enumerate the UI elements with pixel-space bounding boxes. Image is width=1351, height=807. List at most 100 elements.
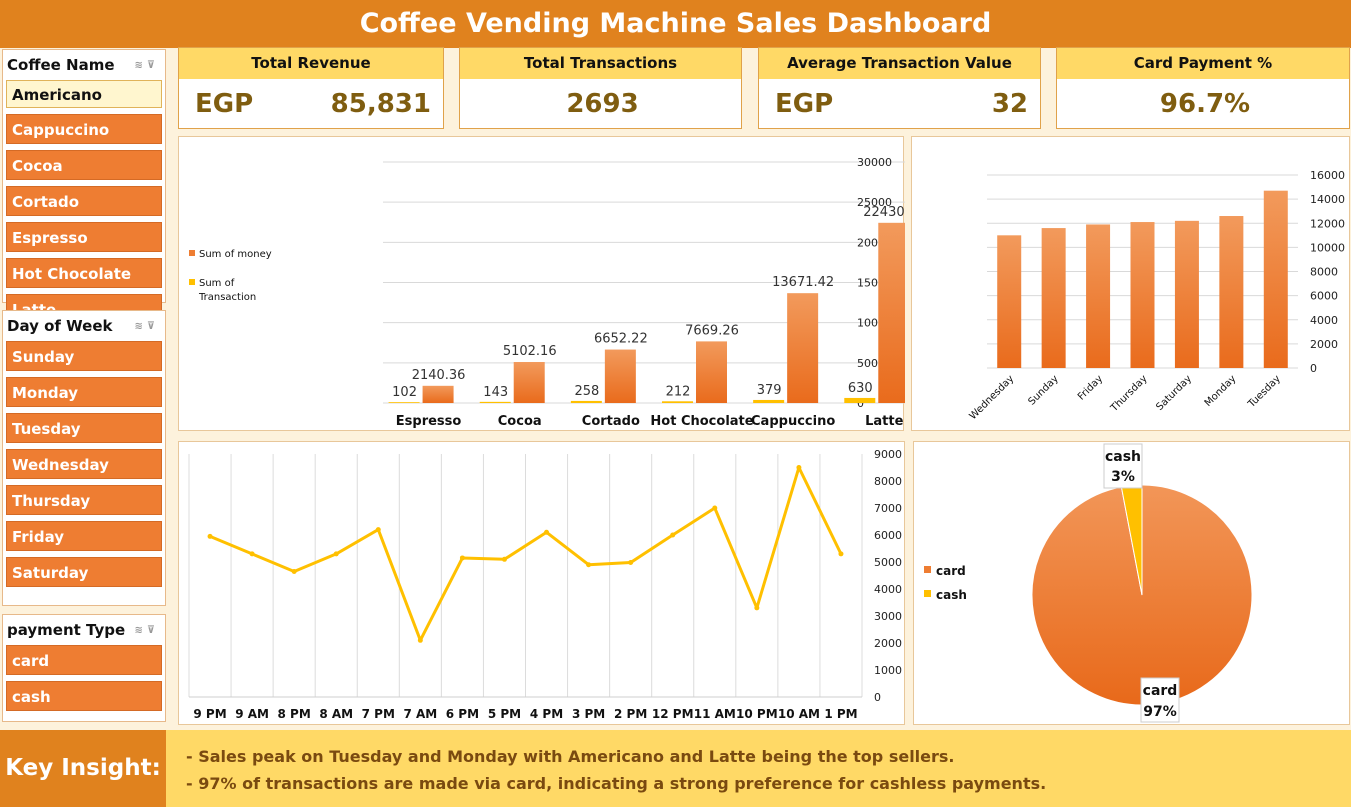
legend-label-card: card: [936, 564, 966, 578]
pie-label-card-pct: 97%: [1143, 704, 1177, 720]
slicer-item-wednesday[interactable]: Wednesday: [6, 449, 162, 479]
data-point: [249, 551, 255, 557]
x-tick-label: 8 AM: [319, 707, 353, 721]
bar-money: [513, 362, 545, 403]
slicer-item-cocoa[interactable]: Cocoa: [6, 150, 162, 180]
kpi-title: Total Revenue: [179, 48, 443, 79]
y-tick-label: 4000: [874, 583, 902, 596]
kpi-title: Average Transaction Value: [759, 48, 1040, 79]
x-tick-label: 9 PM: [193, 707, 226, 721]
day-bar-chart: 0 2000 4000 6000 8000 10000 12000 14000 16000 Wed…: [968, 169, 1345, 422]
slicer-item-espresso[interactable]: Espresso: [6, 222, 162, 252]
clear-filter-icon[interactable]: ≋⊽: [134, 59, 159, 71]
x-tick-label: Friday: [1076, 373, 1105, 402]
x-tick-label: 2 PM: [614, 707, 647, 721]
data-point: [586, 562, 592, 568]
x-tick-label: Espresso: [396, 414, 462, 429]
coffee-bar-panel: 0 5000 10000 15000 20000 25000 30000 102 2140.36…: [178, 136, 1021, 431]
slicer-item-cash[interactable]: cash: [6, 681, 162, 711]
clear-filter-icon[interactable]: ≋⊽: [134, 624, 159, 636]
data-point: [291, 568, 297, 574]
coffee-slicer: Coffee Name ≋⊽ Americano Cappuccino Coco…: [2, 49, 166, 324]
x-tick-label: 11 AM: [694, 707, 736, 721]
bar-day: [997, 235, 1022, 368]
data-label-transactions: 102: [392, 385, 417, 400]
x-tick-label: Saturday: [1154, 373, 1194, 413]
kpi-avg-transaction: Average Transaction Value EGP 32: [758, 47, 1041, 129]
x-tick-label: Latte: [865, 414, 903, 429]
bar-day: [1219, 216, 1244, 368]
x-tick-label: 4 PM: [530, 707, 563, 721]
insight-line: - 97% of transactions are made via card,…: [186, 774, 1047, 793]
y-tick-label: 1000: [874, 664, 902, 677]
y-tick-label: 12000: [1310, 217, 1345, 230]
data-point: [712, 505, 718, 511]
y-tick-label: 9000: [874, 448, 902, 461]
slicer-item-saturday[interactable]: Saturday: [6, 557, 162, 587]
data-label-transactions: 630: [848, 381, 873, 396]
bar-day: [1174, 220, 1199, 368]
bar-money: [604, 349, 636, 403]
legend-swatch-transactions: [189, 279, 195, 285]
slicer-item-hot-chocolate[interactable]: Hot Chocolate: [6, 258, 162, 288]
data-label-money: 2140.36: [412, 368, 466, 383]
x-tick-label: Wednesday: [968, 373, 1017, 422]
coffee-slicer-title: Coffee Name: [7, 56, 115, 74]
kpi-title: Card Payment %: [1057, 48, 1349, 79]
slicer-item-monday[interactable]: Monday: [6, 377, 162, 407]
coffee-bar-chart: 0500010000150002000025000300001022140.36…: [189, 156, 1021, 429]
x-tick-label: Monday: [1203, 373, 1239, 409]
y-tick-label: 4000: [1310, 314, 1338, 327]
bar-money: [878, 222, 910, 403]
data-point: [459, 555, 465, 561]
x-tick-label: 9 AM: [235, 707, 269, 721]
bar-money: [696, 341, 727, 403]
kpi-title: Total Transactions: [460, 48, 741, 79]
y-tick-label: 2000: [1310, 338, 1338, 351]
data-point: [796, 465, 802, 470]
data-label-money: 13671.42: [772, 275, 834, 290]
y-tick-label: 0: [874, 691, 881, 704]
pie-label-card-name: card: [1143, 683, 1178, 699]
y-tick-label: 10000: [1310, 241, 1345, 254]
slicer-item-americano[interactable]: Americano: [6, 80, 162, 108]
y-tick-label: 6000: [874, 529, 902, 542]
slicer-item-cortado[interactable]: Cortado: [6, 186, 162, 216]
kpi-total-transactions: Total Transactions 2693: [459, 47, 742, 129]
slicer-item-cappuccino[interactable]: Cappuccino: [6, 114, 162, 144]
y-tick-label: 25000: [857, 196, 892, 209]
slicer-item-thursday[interactable]: Thursday: [6, 485, 162, 515]
slicer-item-sunday[interactable]: Sunday: [6, 341, 162, 371]
y-tick-label: 0: [857, 397, 864, 410]
pie-label-cash-name: cash: [1105, 449, 1141, 465]
kpi-prefix: EGP: [195, 88, 254, 119]
bar-day: [1263, 190, 1288, 368]
slicer-item-friday[interactable]: Friday: [6, 521, 162, 551]
data-label-money: 22430.78: [863, 205, 905, 220]
bar-transactions: [388, 402, 420, 403]
insight-line: - Sales peak on Tuesday and Monday with …: [186, 747, 955, 766]
legend-swatch-money: [189, 250, 195, 256]
kpi-value: 32: [991, 88, 1028, 119]
legend-label-cash: cash: [936, 588, 967, 602]
x-tick-label: 6 PM: [446, 707, 479, 721]
bar-transactions: [753, 399, 785, 403]
x-tick-label: Sunday: [1027, 373, 1061, 407]
bar-money: [422, 385, 454, 403]
x-tick-label: Hot Chocolate: [650, 414, 753, 429]
slicer-item-card[interactable]: card: [6, 645, 162, 675]
day-bar-panel: 0 2000 4000 6000 8000 10000 12000 14000 16000 Wed…: [911, 136, 1350, 431]
dashboard-title: Coffee Vending Machine Sales Dashboard: [0, 0, 1351, 48]
key-insight-bar: Key Insight: - Sales peak on Tuesday and…: [0, 730, 1351, 807]
hour-line-chart: 0 1000 2000 3000 4000 5000 6000 7000 8000 9000 9 P…: [188, 448, 902, 721]
clear-filter-icon[interactable]: ≋⊽: [134, 320, 159, 332]
legend-label-transactions: Transaction: [198, 292, 256, 303]
y-tick-label: 0: [1310, 362, 1317, 375]
y-tick-label: 30000: [857, 156, 892, 169]
x-tick-label: 7 AM: [403, 707, 437, 721]
x-tick-label: 8 PM: [278, 707, 311, 721]
bar-day: [1130, 222, 1155, 368]
y-tick-label: 3000: [874, 610, 902, 623]
x-tick-label: Thursday: [1108, 373, 1149, 414]
slicer-item-tuesday[interactable]: Tuesday: [6, 413, 162, 443]
